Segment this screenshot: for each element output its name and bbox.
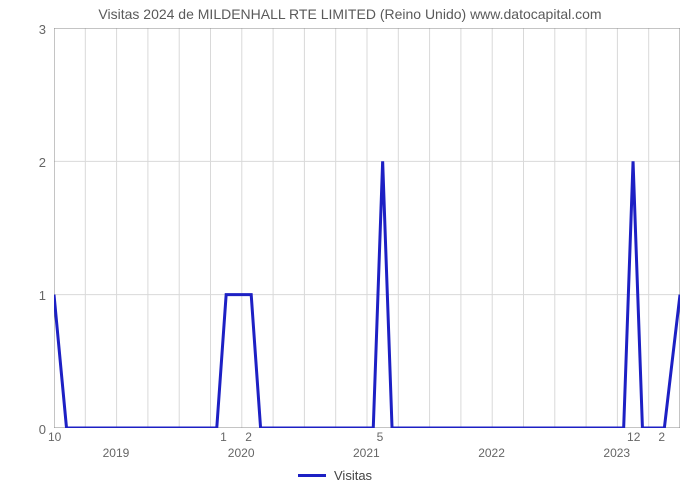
legend-swatch <box>298 474 326 477</box>
x-major-label: 2021 <box>353 446 380 460</box>
x-major-label: 2023 <box>603 446 630 460</box>
x-point-label: 1 <box>220 430 227 444</box>
x-major-label: 2020 <box>228 446 255 460</box>
x-major-label: 2019 <box>103 446 130 460</box>
chart-title-text: Visitas 2024 de MILDENHALL RTE LIMITED (… <box>98 6 601 22</box>
x-point-label: 5 <box>377 430 384 444</box>
x-major-label: 2022 <box>478 446 505 460</box>
x-point-label: 12 <box>627 430 640 444</box>
y-tick-label: 3 <box>39 22 46 37</box>
x-point-label: 2 <box>658 430 665 444</box>
y-tick-label: 2 <box>39 155 46 170</box>
legend: Visitas <box>298 468 372 483</box>
x-point-label: 2 <box>245 430 252 444</box>
legend-label: Visitas <box>334 468 372 483</box>
chart-container: Visitas 2024 de MILDENHALL RTE LIMITED (… <box>0 0 700 500</box>
x-point-label: 10 <box>48 430 61 444</box>
chart-title: Visitas 2024 de MILDENHALL RTE LIMITED (… <box>0 6 700 22</box>
plot-area <box>54 28 680 428</box>
y-tick-label: 1 <box>39 288 46 303</box>
y-tick-label: 0 <box>39 422 46 437</box>
